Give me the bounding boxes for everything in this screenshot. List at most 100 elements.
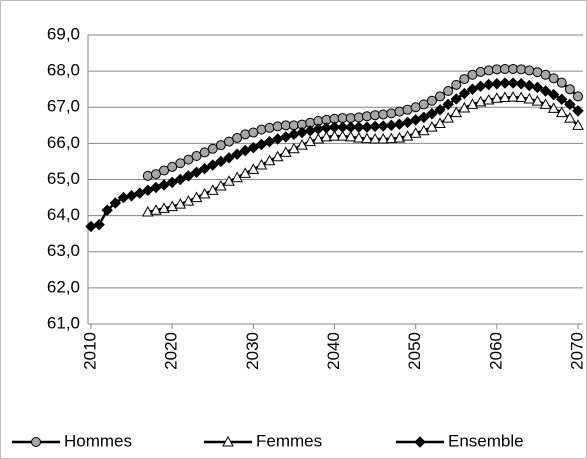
point [264, 122, 275, 133]
point [182, 195, 195, 206]
point [532, 67, 543, 78]
point [328, 130, 341, 141]
point [133, 187, 146, 199]
point [183, 154, 194, 165]
point [564, 112, 576, 123]
point [483, 65, 494, 76]
point [150, 204, 162, 215]
y-tick-label: 65,0 [47, 169, 80, 188]
point [142, 170, 153, 181]
point [345, 113, 356, 124]
point [434, 104, 446, 116]
point [159, 165, 170, 176]
point [401, 130, 414, 141]
point [417, 124, 430, 136]
legend-label: Hommes [64, 431, 132, 450]
point [215, 140, 226, 151]
point [232, 132, 243, 143]
point [93, 218, 105, 231]
point [223, 175, 235, 186]
point [443, 85, 454, 96]
point [378, 109, 389, 120]
point [288, 142, 300, 154]
point [385, 132, 398, 144]
point [361, 111, 372, 122]
point [531, 81, 544, 94]
point [182, 170, 195, 182]
point [523, 92, 536, 104]
point [547, 88, 560, 101]
point [515, 78, 527, 90]
point [377, 133, 390, 144]
point [426, 95, 437, 106]
point [336, 130, 349, 141]
x-tick-label: 2070 [567, 332, 586, 370]
point [174, 198, 187, 209]
legend-label: Ensemble [448, 431, 524, 450]
point [263, 154, 276, 166]
point [239, 167, 252, 178]
y-tick-label: 64,0 [47, 205, 80, 224]
point [539, 98, 552, 109]
point [198, 162, 211, 175]
point [272, 121, 283, 132]
point [483, 78, 495, 91]
legend-marker [414, 436, 426, 448]
point [255, 159, 268, 170]
point [524, 65, 535, 76]
legend-label: Femmes [256, 431, 322, 450]
point [215, 155, 227, 168]
point [507, 77, 519, 89]
point [158, 202, 170, 213]
point [451, 79, 462, 90]
point [353, 121, 365, 133]
point [377, 120, 389, 132]
point [345, 121, 357, 133]
point [442, 112, 454, 123]
point [539, 85, 552, 97]
point [231, 171, 243, 183]
point [564, 98, 576, 111]
point [394, 106, 405, 117]
point [198, 187, 211, 199]
point [564, 84, 575, 95]
point [572, 119, 584, 130]
point [328, 121, 341, 133]
x-tick-label: 2040 [324, 332, 343, 370]
point [344, 130, 357, 142]
x-tick-label: 2060 [486, 332, 505, 370]
point [573, 91, 583, 102]
point [256, 124, 267, 135]
point [555, 106, 568, 118]
point [271, 150, 284, 162]
point [190, 191, 203, 203]
point [402, 104, 413, 115]
point [240, 129, 251, 140]
point [247, 163, 260, 174]
point [556, 77, 567, 88]
point [393, 131, 406, 143]
point [515, 91, 528, 102]
point [223, 152, 235, 164]
point [288, 120, 299, 131]
point [507, 91, 519, 102]
y-tick-label: 62,0 [47, 277, 80, 296]
point [361, 121, 373, 133]
point [434, 117, 446, 129]
point [459, 74, 470, 85]
point [369, 133, 381, 144]
point [336, 121, 349, 133]
point [101, 204, 113, 216]
point [435, 91, 446, 102]
point [223, 136, 234, 147]
point [531, 95, 544, 106]
point [190, 166, 203, 178]
point [320, 130, 333, 142]
point [312, 133, 325, 144]
point [556, 93, 568, 106]
point [490, 92, 503, 103]
point [499, 77, 511, 89]
point [426, 108, 438, 120]
